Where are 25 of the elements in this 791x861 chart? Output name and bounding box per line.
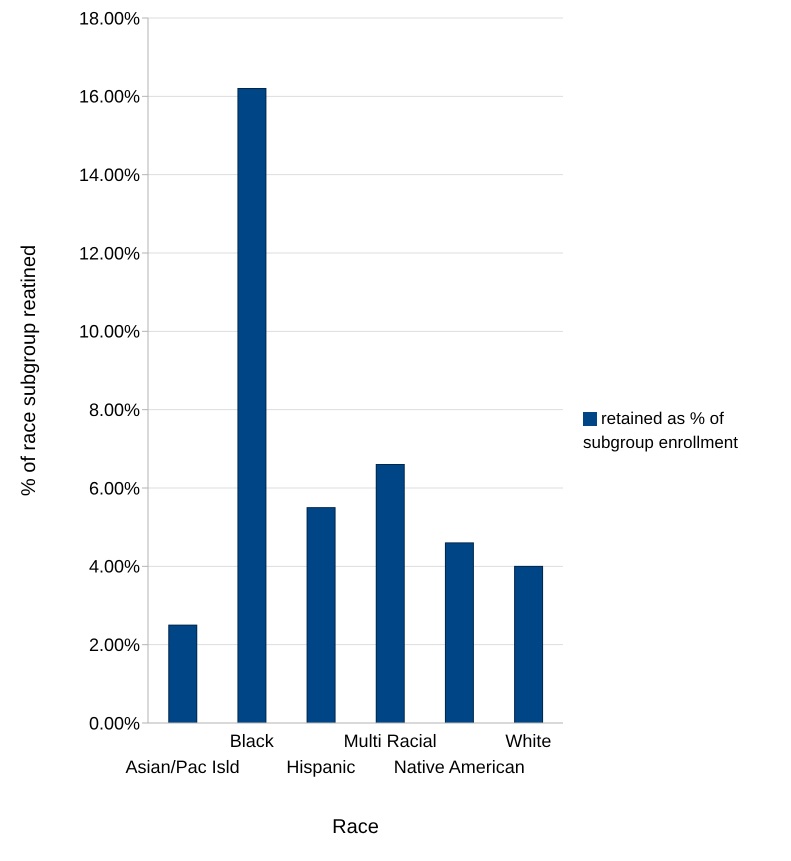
x-tick-label: Asian/Pac Isld (126, 757, 240, 777)
bar (168, 624, 198, 723)
y-tick-label: 6.00% (88, 478, 140, 498)
y-tick-label: 8.00% (88, 400, 140, 420)
y-tick-label: 16.00% (78, 86, 140, 107)
bar (376, 464, 405, 723)
x-tick-label: Native American (394, 757, 525, 777)
y-tick-label: 12.00% (78, 243, 140, 264)
y-tick-label: 4.00% (88, 556, 140, 577)
bar (306, 507, 336, 723)
bar (444, 542, 474, 723)
y-tick-label: 0.00% (88, 713, 140, 734)
y-tick-label: 14.00% (78, 165, 140, 186)
y-axis-title: % of race subgroup reatined (18, 244, 40, 496)
bar (514, 566, 544, 723)
legend-label: retained as % of subgroup enrollment (583, 408, 738, 452)
x-tick-label: Hispanic (286, 757, 356, 777)
x-axis-title: Race (332, 816, 379, 838)
x-tick-label: White (505, 731, 552, 751)
y-tick-label: 10.00% (78, 322, 140, 342)
x-tick-label: Multi Racial (344, 731, 437, 751)
x-tick-label: Black (230, 731, 275, 751)
bar (237, 88, 266, 723)
y-tick-label: 2.00% (88, 635, 140, 656)
y-tick-label: 18.00% (78, 8, 140, 28)
